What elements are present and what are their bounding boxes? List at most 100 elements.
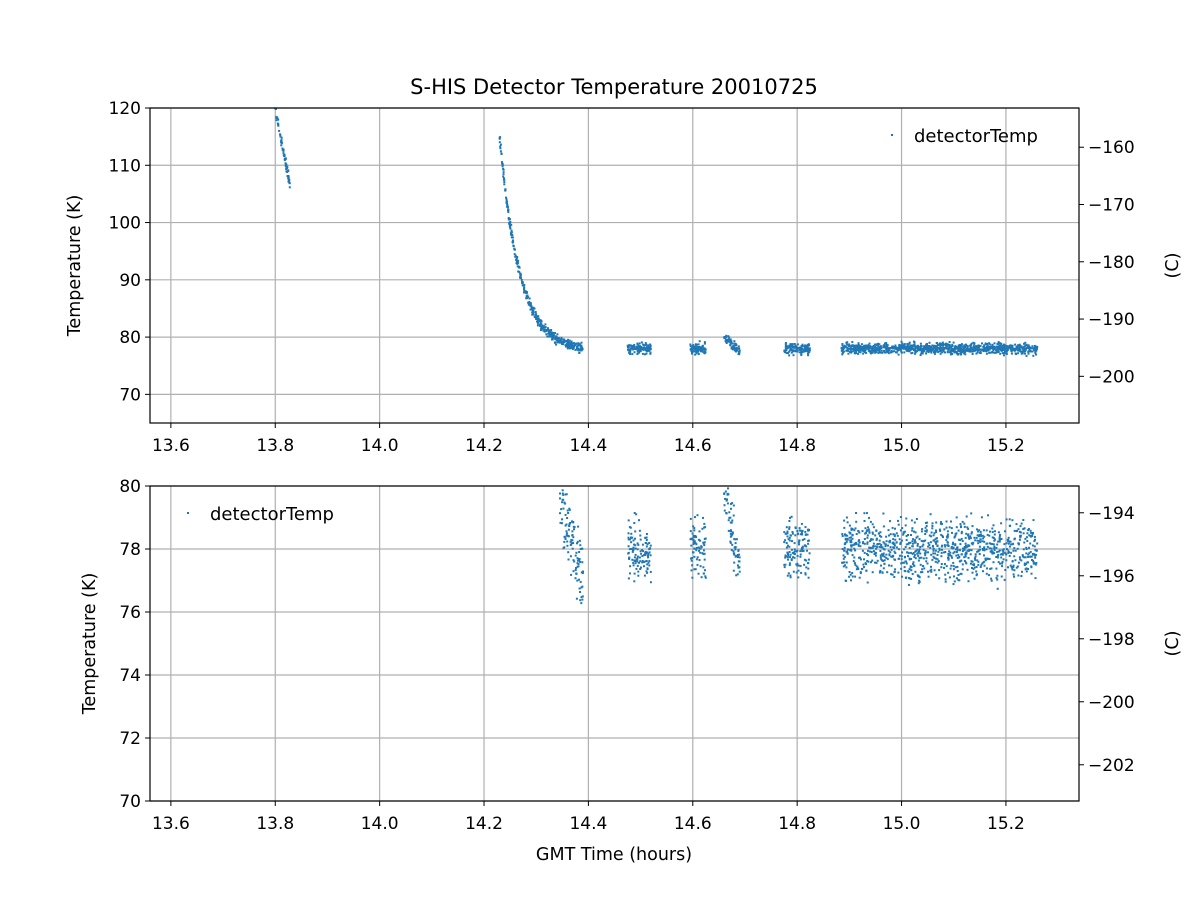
data-point [981,534,984,537]
data-point [565,532,568,535]
data-point [971,353,974,355]
data-point [1014,347,1016,350]
data-point [936,344,939,347]
data-point [939,342,941,345]
data-point [913,530,915,533]
data-point [644,537,647,539]
data-point [529,308,532,311]
data-point [804,346,806,349]
data-point [638,529,641,532]
data-point [868,516,870,519]
data-point [854,563,857,566]
data-point [999,533,1001,536]
data-point [931,527,934,530]
data-point [511,236,514,239]
data-point [997,346,1000,349]
data-point [724,340,727,343]
data-point [932,549,935,552]
data-point [801,545,804,548]
data-point [700,576,703,579]
data-point [1029,555,1032,558]
data-point [282,152,285,155]
y-tick-label: 100 [109,214,141,234]
data-point [892,541,895,544]
data-point [988,342,991,345]
data-point [891,345,894,348]
data-point [510,229,513,232]
data-point [854,349,857,352]
data-point [917,555,920,557]
data-point [996,543,999,546]
data-point [572,559,575,562]
data-point [1025,347,1027,350]
data-point [734,548,737,551]
data-point [736,564,739,567]
data-point [940,521,942,524]
x-tick-label: 14.4 [569,814,607,834]
data-point [846,346,849,349]
data-point [787,558,789,561]
data-point [985,548,988,551]
data-point [997,531,1000,534]
data-point [285,164,288,167]
data-point [921,568,924,571]
data-point [893,544,896,547]
data-point [580,586,583,589]
data-point [941,522,943,525]
x-tick-label: 14.2 [465,436,503,456]
data-point [920,539,923,542]
data-point [573,342,575,345]
data-point [911,527,914,530]
data-point [785,352,788,354]
data-point [940,555,943,558]
data-point [690,544,693,547]
data-point [537,317,540,320]
data-point [571,534,574,537]
data-point [724,490,727,493]
data-point [690,349,693,352]
data-point [871,347,874,350]
data-point [549,330,552,333]
data-point [526,296,529,299]
data-point [561,342,563,345]
data-point [997,347,999,350]
data-point [927,575,930,578]
data-point [797,569,800,572]
data-point [904,556,906,559]
data-point [523,291,525,294]
data-point [978,553,981,555]
data-point [512,240,515,243]
data-point [988,542,991,545]
data-point [1034,556,1037,559]
data-point [976,534,979,537]
data-point [941,351,944,354]
data-point [865,563,867,565]
data-point [502,173,505,176]
data-point [792,346,794,349]
data-point [874,347,877,350]
data-point [917,582,920,585]
data-point [986,558,989,561]
data-point [967,527,970,530]
data-point [581,595,584,598]
data-point [579,591,581,593]
data-point [930,531,933,534]
data-point [944,347,947,350]
data-point [979,566,982,568]
data-point [703,552,706,555]
data-point [702,541,705,544]
data-point [799,533,802,536]
data-point [852,560,855,563]
data-point [862,563,865,566]
data-point [556,333,559,336]
data-point [848,536,851,539]
data-point [992,537,995,539]
data-point [866,560,869,562]
data-point [280,136,283,139]
data-point [569,522,572,524]
data-point [969,535,972,538]
data-point [860,568,863,571]
data-point [567,344,570,347]
data-point [843,526,846,529]
data-point [728,336,731,339]
